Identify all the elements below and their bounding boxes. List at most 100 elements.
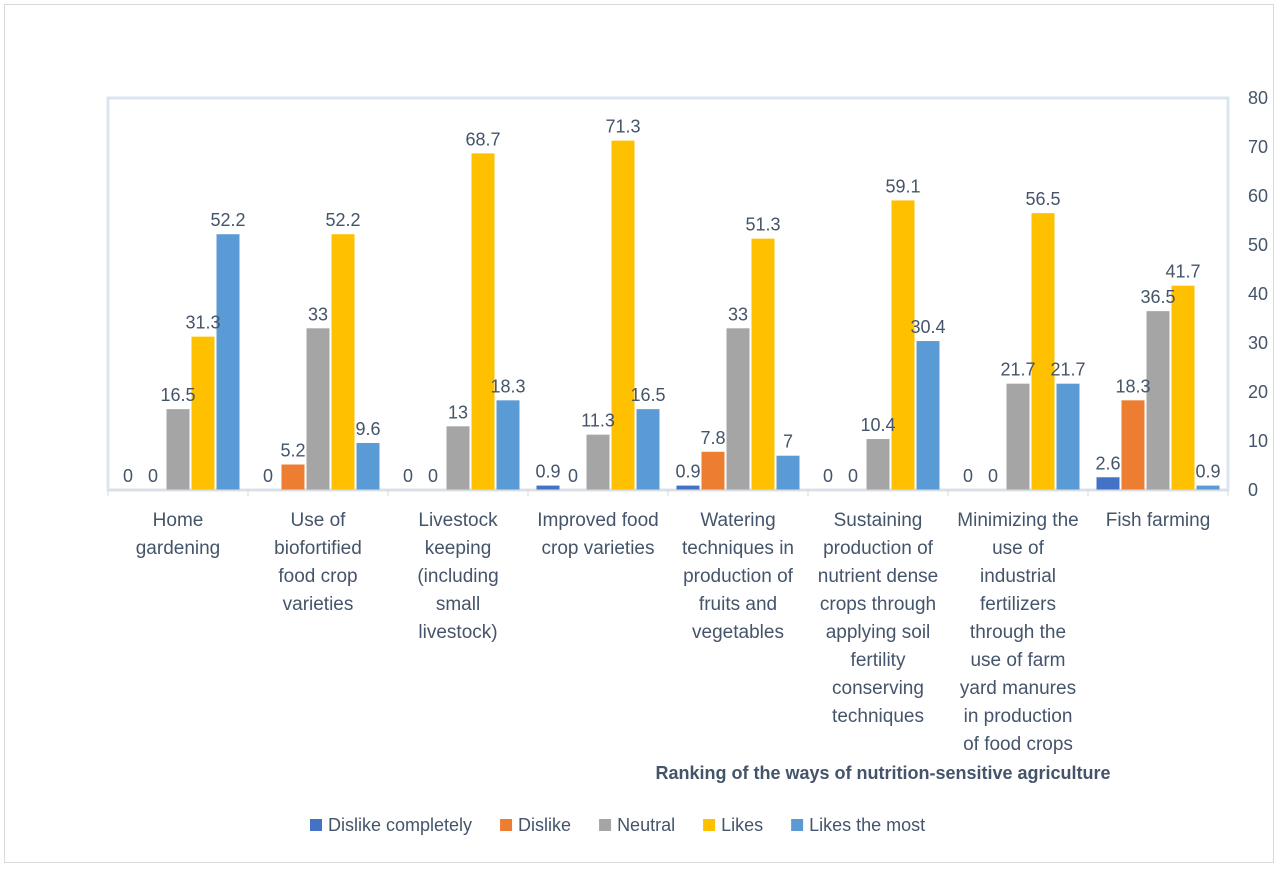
bar-likes-7 <box>1031 213 1055 490</box>
bar-neutral-7 <box>1006 383 1030 490</box>
data-label: 68.7 <box>465 129 500 149</box>
data-label: 71.3 <box>605 117 640 137</box>
bar-dislike-5 <box>701 451 725 490</box>
data-label: 52.2 <box>325 210 360 230</box>
data-label: 7 <box>783 432 793 452</box>
category-label: Watering techniques in production of fruits… <box>682 510 794 643</box>
data-label: 10.4 <box>860 415 895 435</box>
data-label: 0 <box>123 466 133 486</box>
y-tick-label: 40 <box>1248 284 1268 304</box>
data-label: 0 <box>263 466 273 486</box>
data-label: 51.3 <box>745 215 780 235</box>
data-label: 2.6 <box>1095 453 1120 473</box>
y-tick-labels: 0 10 20 30 40 50 60 70 80 <box>1248 88 1268 500</box>
data-label: 33 <box>308 304 328 324</box>
data-label: 30.4 <box>910 317 945 337</box>
data-label: 0 <box>963 466 973 486</box>
data-label: 0.9 <box>1195 462 1220 482</box>
legend-label: Dislike completely <box>328 815 472 835</box>
data-label: 41.7 <box>1165 262 1200 282</box>
bars-layer <box>166 140 1220 490</box>
bar-neutral-8 <box>1146 311 1170 490</box>
data-label: 18.3 <box>490 376 525 396</box>
data-label: 9.6 <box>355 419 380 439</box>
legend-label: Neutral <box>617 815 675 835</box>
bar-dislike-8 <box>1121 400 1145 490</box>
y-tick-label: 60 <box>1248 186 1268 206</box>
legend: Dislike completely Dislike Neutral Likes Lik… <box>310 815 925 835</box>
bar-likes-6 <box>891 200 915 490</box>
data-label: 18.3 <box>1115 376 1150 396</box>
legend-swatch <box>703 819 716 831</box>
data-label: 56.5 <box>1025 189 1060 209</box>
x-tick-marks <box>107 490 1229 496</box>
data-label: 33 <box>728 304 748 324</box>
bar-likes-the-most-5 <box>776 455 800 490</box>
data-label: 31.3 <box>185 313 220 333</box>
bar-likes-5 <box>751 238 775 490</box>
data-label: 0 <box>568 466 578 486</box>
legend-swatch <box>500 819 513 831</box>
bar-neutral-5 <box>726 328 750 490</box>
category-label: Home gardening <box>136 510 221 559</box>
bar-neutral-4 <box>586 434 610 490</box>
data-label: 0 <box>988 466 998 486</box>
bar-likes-the-most-6 <box>916 341 940 490</box>
category-label: Improved food crop varieties <box>537 510 658 559</box>
bar-dislike-2 <box>281 464 305 490</box>
legend-swatch <box>599 819 612 831</box>
bar-likes-8 <box>1171 285 1195 490</box>
bar-neutral-2 <box>306 328 330 490</box>
category-label: Sustaining production of nutrient dense cro… <box>818 510 938 727</box>
data-label: 0 <box>428 466 438 486</box>
bar-likes-the-most-2 <box>356 442 380 490</box>
data-label: 36.5 <box>1140 287 1175 307</box>
y-tick-label: 10 <box>1248 431 1268 451</box>
bar-likes-the-most-3 <box>496 400 520 490</box>
data-label: 16.5 <box>160 385 195 405</box>
bar-dislike-completely-5 <box>676 485 700 490</box>
data-label: 0 <box>848 466 858 486</box>
chart-frame <box>4 4 1274 863</box>
bar-likes-3 <box>471 153 495 490</box>
bar-likes-2 <box>331 234 355 490</box>
y-tick-label: 50 <box>1248 235 1268 255</box>
y-tick-label: 70 <box>1248 137 1268 157</box>
data-label: 59.1 <box>885 176 920 196</box>
data-label: 21.7 <box>1050 360 1085 380</box>
category-label: Fish farming <box>1106 510 1211 531</box>
bar-likes-the-most-4 <box>636 409 660 490</box>
bar-likes-the-most-7 <box>1056 383 1080 490</box>
x-axis-title: Ranking of the ways of nutrition-sensiti… <box>655 763 1110 783</box>
legend-label: Likes the most <box>809 815 925 835</box>
category-label: Minimizing the use of industrial fertilizer… <box>957 510 1078 755</box>
data-label: 7.8 <box>700 428 725 448</box>
data-label: 13 <box>448 402 468 422</box>
data-label: 52.2 <box>210 210 245 230</box>
bar-neutral-3 <box>446 426 470 490</box>
data-label: 0.9 <box>675 462 700 482</box>
data-label: 5.2 <box>280 441 305 461</box>
y-tick-label: 80 <box>1248 88 1268 108</box>
data-label: 16.5 <box>630 385 665 405</box>
y-tick-label: 20 <box>1248 382 1268 402</box>
legend-label: Dislike <box>518 815 571 835</box>
legend-label: Likes <box>721 815 763 835</box>
bar-likes-1 <box>191 336 215 490</box>
category-labels: Home gardening Use of biofortified food crop… <box>136 510 1211 755</box>
data-label: 0 <box>823 466 833 486</box>
data-label: 0 <box>403 466 413 486</box>
bar-likes-the-most-8 <box>1196 485 1220 490</box>
bar-dislike-completely-8 <box>1096 477 1120 490</box>
y-tick-label: 0 <box>1248 480 1258 500</box>
category-label: Use of biofortified food crop varieties <box>274 510 362 615</box>
legend-swatch <box>310 819 322 831</box>
bar-neutral-6 <box>866 439 890 490</box>
bar-likes-the-most-1 <box>216 234 240 490</box>
bar-dislike-completely-4 <box>536 485 560 490</box>
data-label: 0 <box>148 466 158 486</box>
legend-swatch <box>791 819 804 831</box>
data-label: 0.9 <box>535 462 560 482</box>
